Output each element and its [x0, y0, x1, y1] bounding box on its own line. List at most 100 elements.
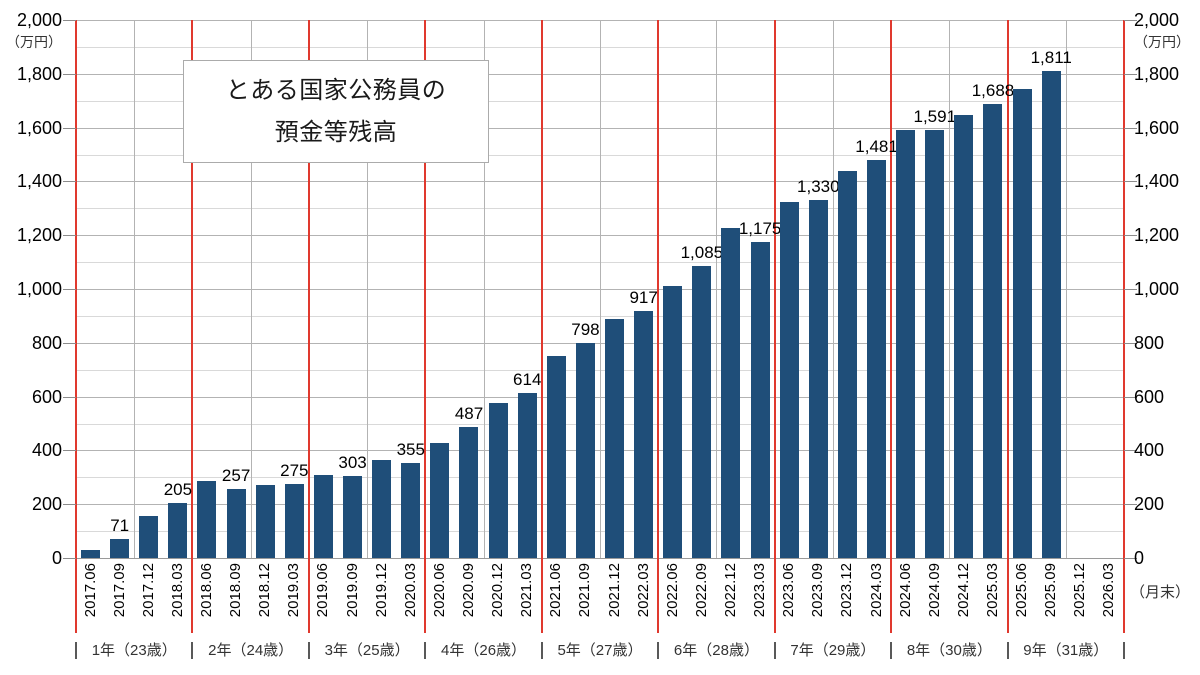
- vertical-gridline: [367, 20, 369, 558]
- bar-value-label: 1,811: [1030, 47, 1072, 67]
- y-tick-label-right: 800: [1134, 332, 1165, 353]
- bar: [372, 459, 392, 558]
- x-tick-label: 2017.06: [81, 563, 99, 618]
- x-tick-label: 2022.09: [692, 563, 710, 618]
- bar: [313, 474, 333, 558]
- bar: [110, 538, 130, 558]
- bar: [750, 241, 770, 558]
- y-tick-mark-right: [1124, 181, 1137, 183]
- bar: [867, 159, 886, 558]
- vertical-gridline: [483, 20, 485, 558]
- year-group-divider: [890, 642, 893, 659]
- y-tick-label-left: 200: [31, 494, 62, 515]
- x-tick-label: 2026.03: [1100, 563, 1118, 618]
- y-tick-mark-right: [1124, 450, 1137, 452]
- bar: [779, 201, 799, 558]
- bar-value-label: 1,688: [971, 80, 1015, 100]
- x-tick-label: 2025.12: [1071, 563, 1089, 618]
- y-tick-mark-right: [1124, 289, 1137, 290]
- year-group-divider: [657, 642, 660, 659]
- vertical-gridline: [600, 20, 601, 558]
- x-tick-label: 2025.09: [1042, 563, 1060, 618]
- y-tick-mark-left: [63, 342, 76, 344]
- x-axis-line: [76, 558, 1124, 559]
- fiscal-year-separator-line: [191, 20, 194, 633]
- bar: [575, 343, 595, 558]
- y-tick-mark-right: [1124, 504, 1137, 506]
- x-tick-label: 2021.09: [576, 563, 594, 618]
- bar: [896, 130, 916, 558]
- fiscal-year-separator-line: [1123, 20, 1125, 633]
- bar: [721, 228, 741, 558]
- x-tick-label: 2018.12: [256, 563, 274, 618]
- x-tick-label: 2019.12: [372, 563, 390, 618]
- x-tick-label: 2024.12: [954, 563, 972, 618]
- bar-value-label: 1,330: [797, 177, 840, 197]
- year-group-divider: [773, 642, 776, 659]
- y-tick-label-right: 600: [1134, 386, 1165, 407]
- vertical-gridline: [134, 20, 136, 558]
- bar-value-label: 1,591: [913, 107, 957, 127]
- chart-title-box: とある国家公務員の 預金等残高: [183, 60, 489, 163]
- year-group-label: 7年（29歳）: [790, 642, 876, 659]
- year-group-label: 3年（25歳）: [324, 642, 410, 659]
- bar: [983, 103, 1003, 558]
- bar-value-label: 355: [396, 439, 425, 459]
- x-tick-label: 2021.03: [518, 563, 536, 618]
- year-group-divider: [307, 642, 310, 659]
- y-tick-label-left: 400: [31, 440, 62, 461]
- x-tick-label: 2020.06: [430, 563, 448, 618]
- x-tick-label: 2020.09: [460, 563, 477, 618]
- vertical-gridline: [832, 20, 834, 558]
- year-group-divider: [1006, 642, 1009, 659]
- bar-value-label: 487: [454, 403, 484, 423]
- year-group-label: 9年（31歳）: [1023, 642, 1109, 659]
- y-tick-label-right: 200: [1134, 494, 1165, 515]
- y-tick-mark-right: [1124, 396, 1137, 398]
- fiscal-year-separator-line: [424, 20, 427, 633]
- bar-value-label: 1,175: [738, 218, 782, 238]
- x-tick-label: 2023.12: [838, 563, 856, 618]
- bar-value-label: 1,085: [680, 243, 724, 263]
- bar: [634, 311, 654, 558]
- y-tick-label-right: 1,800: [1134, 63, 1180, 84]
- x-tick-label: 2019.03: [285, 563, 303, 618]
- vertical-gridline: [250, 20, 252, 558]
- fiscal-year-separator-line: [307, 20, 310, 633]
- y-tick-mark-right: [1124, 558, 1137, 559]
- vertical-gridline: [716, 20, 718, 558]
- x-tick-label: 2018.03: [168, 563, 186, 618]
- y-tick-mark-right: [1124, 20, 1137, 21]
- y-tick-label-left: 800: [31, 332, 62, 353]
- y-tick-label-right: 400: [1134, 440, 1165, 461]
- x-tick-label: 2017.09: [110, 563, 128, 618]
- x-tick-label: 2018.06: [198, 563, 215, 618]
- bar-value-label: 1,481: [855, 136, 898, 156]
- vertical-gridline: [949, 20, 951, 558]
- vertical-gridline: [1065, 20, 1067, 558]
- y-tick-label-left: 1,000: [16, 279, 62, 299]
- y-tick-mark-left: [63, 181, 76, 183]
- y-tick-label-left: 0: [51, 548, 62, 568]
- y-tick-mark-left: [63, 504, 76, 506]
- x-tick-label: 2019.09: [343, 563, 361, 618]
- year-group-label: 5年（27歳）: [557, 642, 643, 659]
- bar: [663, 286, 683, 558]
- bar: [401, 462, 421, 558]
- bar: [692, 266, 712, 558]
- bar: [284, 484, 304, 558]
- y-tick-mark-right: [1124, 235, 1137, 237]
- bar: [255, 485, 275, 558]
- x-tick-label: 2023.03: [751, 563, 769, 618]
- y-tick-label-left: 1,600: [16, 117, 62, 138]
- x-tick-label: 2022.06: [663, 563, 681, 618]
- fiscal-year-separator-line: [540, 20, 543, 633]
- y-tick-label-left: 1,200: [16, 225, 62, 246]
- year-group-label: 8年（30歳）: [906, 642, 992, 659]
- y-tick-label-left: 600: [31, 386, 62, 407]
- year-group-divider: [424, 642, 427, 659]
- chart-title-line2: 預金等残高: [274, 118, 398, 146]
- x-tick-label: 2020.12: [489, 563, 507, 618]
- x-tick-label: 2024.06: [896, 563, 914, 618]
- year-group-divider: [75, 642, 77, 659]
